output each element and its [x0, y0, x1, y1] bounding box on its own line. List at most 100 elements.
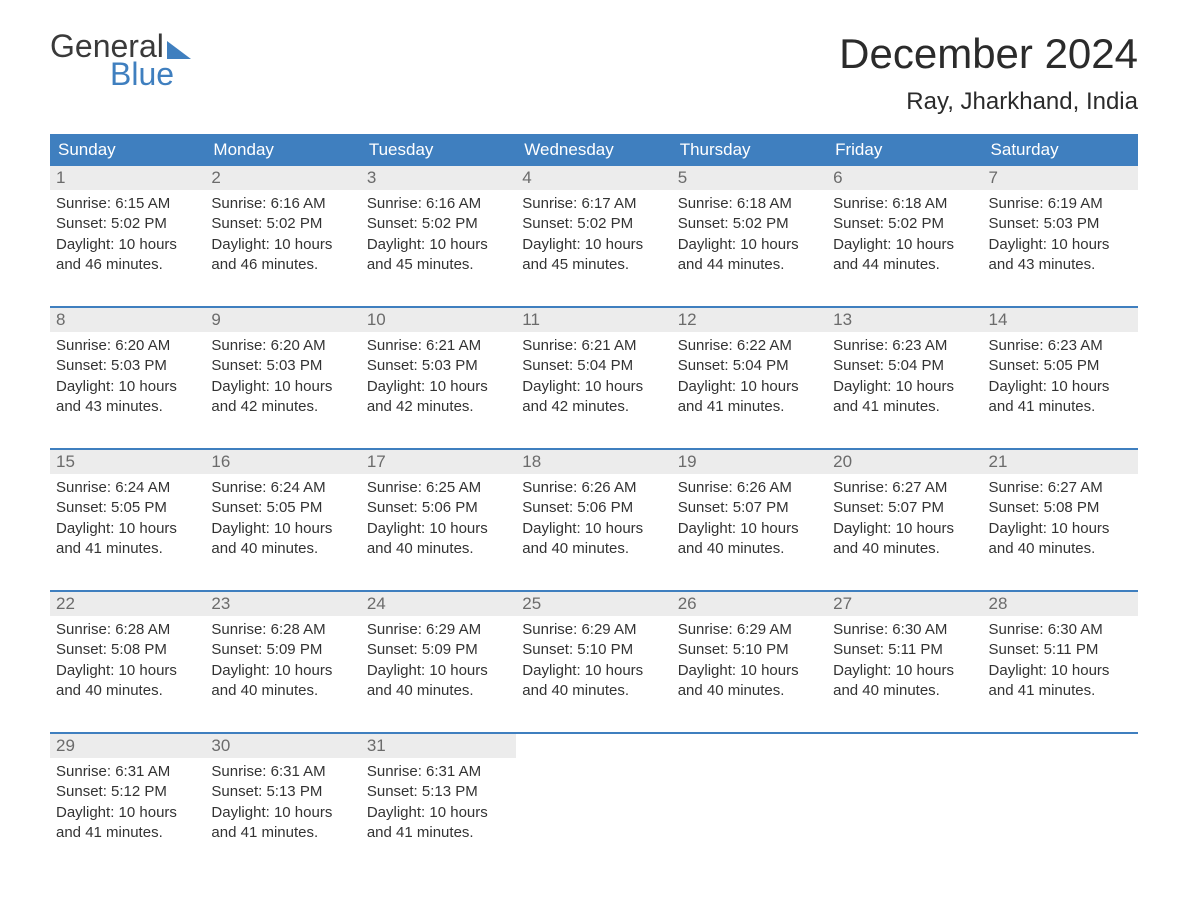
daylight-line-2: and 44 minutes. — [833, 255, 976, 275]
day-body: Sunrise: 6:17 AMSunset: 5:02 PMDaylight:… — [516, 190, 671, 281]
day-cell: 27Sunrise: 6:30 AMSunset: 5:11 PMDayligh… — [827, 592, 982, 712]
daylight-line-2: and 41 minutes. — [56, 539, 199, 559]
daylight-line-1: Daylight: 10 hours — [833, 235, 976, 255]
day-number: 24 — [361, 592, 516, 616]
day-cell: 15Sunrise: 6:24 AMSunset: 5:05 PMDayligh… — [50, 450, 205, 570]
sunset-line: Sunset: 5:12 PM — [56, 782, 199, 802]
day-body: Sunrise: 6:21 AMSunset: 5:03 PMDaylight:… — [361, 332, 516, 423]
sunset-line: Sunset: 5:09 PM — [211, 640, 354, 660]
day-body: Sunrise: 6:25 AMSunset: 5:06 PMDaylight:… — [361, 474, 516, 565]
dow-thursday: Thursday — [672, 134, 827, 166]
daylight-line-2: and 43 minutes. — [989, 255, 1132, 275]
day-body: Sunrise: 6:24 AMSunset: 5:05 PMDaylight:… — [50, 474, 205, 565]
day-number — [827, 734, 982, 758]
day-body: Sunrise: 6:27 AMSunset: 5:08 PMDaylight:… — [983, 474, 1138, 565]
sunset-line: Sunset: 5:13 PM — [211, 782, 354, 802]
daylight-line-2: and 43 minutes. — [56, 397, 199, 417]
day-number: 25 — [516, 592, 671, 616]
week-row: 8Sunrise: 6:20 AMSunset: 5:03 PMDaylight… — [50, 306, 1138, 428]
daylight-line-1: Daylight: 10 hours — [211, 661, 354, 681]
sunrise-line: Sunrise: 6:21 AM — [522, 336, 665, 356]
daylight-line-2: and 41 minutes. — [678, 397, 821, 417]
day-number: 1 — [50, 166, 205, 190]
day-cell: 10Sunrise: 6:21 AMSunset: 5:03 PMDayligh… — [361, 308, 516, 428]
day-number — [516, 734, 671, 758]
day-cell: 7Sunrise: 6:19 AMSunset: 5:03 PMDaylight… — [983, 166, 1138, 286]
daylight-line-2: and 40 minutes. — [367, 681, 510, 701]
sunrise-line: Sunrise: 6:26 AM — [678, 478, 821, 498]
sunset-line: Sunset: 5:03 PM — [56, 356, 199, 376]
day-cell: 17Sunrise: 6:25 AMSunset: 5:06 PMDayligh… — [361, 450, 516, 570]
day-number: 30 — [205, 734, 360, 758]
day-body: Sunrise: 6:29 AMSunset: 5:10 PMDaylight:… — [516, 616, 671, 707]
sunrise-line: Sunrise: 6:26 AM — [522, 478, 665, 498]
daylight-line-2: and 40 minutes. — [522, 681, 665, 701]
day-body: Sunrise: 6:30 AMSunset: 5:11 PMDaylight:… — [983, 616, 1138, 707]
sunrise-line: Sunrise: 6:29 AM — [367, 620, 510, 640]
daylight-line-1: Daylight: 10 hours — [989, 661, 1132, 681]
daylight-line-1: Daylight: 10 hours — [367, 377, 510, 397]
sunset-line: Sunset: 5:02 PM — [522, 214, 665, 234]
day-cell — [983, 734, 1138, 854]
day-number: 12 — [672, 308, 827, 332]
sunrise-line: Sunrise: 6:31 AM — [367, 762, 510, 782]
day-body: Sunrise: 6:15 AMSunset: 5:02 PMDaylight:… — [50, 190, 205, 281]
daylight-line-2: and 40 minutes. — [989, 539, 1132, 559]
daylight-line-1: Daylight: 10 hours — [833, 519, 976, 539]
day-body: Sunrise: 6:29 AMSunset: 5:10 PMDaylight:… — [672, 616, 827, 707]
daylight-line-1: Daylight: 10 hours — [367, 661, 510, 681]
daylight-line-2: and 46 minutes. — [211, 255, 354, 275]
sunrise-line: Sunrise: 6:23 AM — [989, 336, 1132, 356]
sunset-line: Sunset: 5:06 PM — [367, 498, 510, 518]
day-body: Sunrise: 6:28 AMSunset: 5:08 PMDaylight:… — [50, 616, 205, 707]
sunrise-line: Sunrise: 6:15 AM — [56, 194, 199, 214]
sunrise-line: Sunrise: 6:27 AM — [989, 478, 1132, 498]
day-number: 6 — [827, 166, 982, 190]
daylight-line-1: Daylight: 10 hours — [522, 377, 665, 397]
daylight-line-1: Daylight: 10 hours — [367, 803, 510, 823]
day-body: Sunrise: 6:20 AMSunset: 5:03 PMDaylight:… — [205, 332, 360, 423]
day-cell: 19Sunrise: 6:26 AMSunset: 5:07 PMDayligh… — [672, 450, 827, 570]
day-body: Sunrise: 6:31 AMSunset: 5:13 PMDaylight:… — [205, 758, 360, 849]
daylight-line-2: and 42 minutes. — [211, 397, 354, 417]
day-number — [983, 734, 1138, 758]
sunrise-line: Sunrise: 6:29 AM — [678, 620, 821, 640]
daylight-line-1: Daylight: 10 hours — [678, 235, 821, 255]
sunset-line: Sunset: 5:03 PM — [367, 356, 510, 376]
dow-monday: Monday — [205, 134, 360, 166]
sunrise-line: Sunrise: 6:22 AM — [678, 336, 821, 356]
day-cell: 31Sunrise: 6:31 AMSunset: 5:13 PMDayligh… — [361, 734, 516, 854]
day-number: 26 — [672, 592, 827, 616]
sunrise-line: Sunrise: 6:28 AM — [56, 620, 199, 640]
day-number: 22 — [50, 592, 205, 616]
day-body: Sunrise: 6:22 AMSunset: 5:04 PMDaylight:… — [672, 332, 827, 423]
sunset-line: Sunset: 5:03 PM — [211, 356, 354, 376]
dow-friday: Friday — [827, 134, 982, 166]
day-number: 8 — [50, 308, 205, 332]
sunset-line: Sunset: 5:05 PM — [56, 498, 199, 518]
sunset-line: Sunset: 5:11 PM — [989, 640, 1132, 660]
day-number: 29 — [50, 734, 205, 758]
daylight-line-2: and 40 minutes. — [833, 539, 976, 559]
sunrise-line: Sunrise: 6:19 AM — [989, 194, 1132, 214]
day-body: Sunrise: 6:16 AMSunset: 5:02 PMDaylight:… — [205, 190, 360, 281]
sunset-line: Sunset: 5:09 PM — [367, 640, 510, 660]
dow-tuesday: Tuesday — [361, 134, 516, 166]
sunrise-line: Sunrise: 6:23 AM — [833, 336, 976, 356]
daylight-line-1: Daylight: 10 hours — [211, 235, 354, 255]
day-cell: 2Sunrise: 6:16 AMSunset: 5:02 PMDaylight… — [205, 166, 360, 286]
day-number: 19 — [672, 450, 827, 474]
daylight-line-2: and 42 minutes. — [522, 397, 665, 417]
day-cell: 5Sunrise: 6:18 AMSunset: 5:02 PMDaylight… — [672, 166, 827, 286]
day-cell: 4Sunrise: 6:17 AMSunset: 5:02 PMDaylight… — [516, 166, 671, 286]
sunset-line: Sunset: 5:08 PM — [989, 498, 1132, 518]
daylight-line-2: and 41 minutes. — [367, 823, 510, 843]
month-title: December 2024 — [839, 30, 1138, 78]
day-cell: 29Sunrise: 6:31 AMSunset: 5:12 PMDayligh… — [50, 734, 205, 854]
week-row: 15Sunrise: 6:24 AMSunset: 5:05 PMDayligh… — [50, 448, 1138, 570]
day-cell: 13Sunrise: 6:23 AMSunset: 5:04 PMDayligh… — [827, 308, 982, 428]
daylight-line-1: Daylight: 10 hours — [522, 661, 665, 681]
day-cell: 3Sunrise: 6:16 AMSunset: 5:02 PMDaylight… — [361, 166, 516, 286]
day-cell — [672, 734, 827, 854]
day-number: 17 — [361, 450, 516, 474]
